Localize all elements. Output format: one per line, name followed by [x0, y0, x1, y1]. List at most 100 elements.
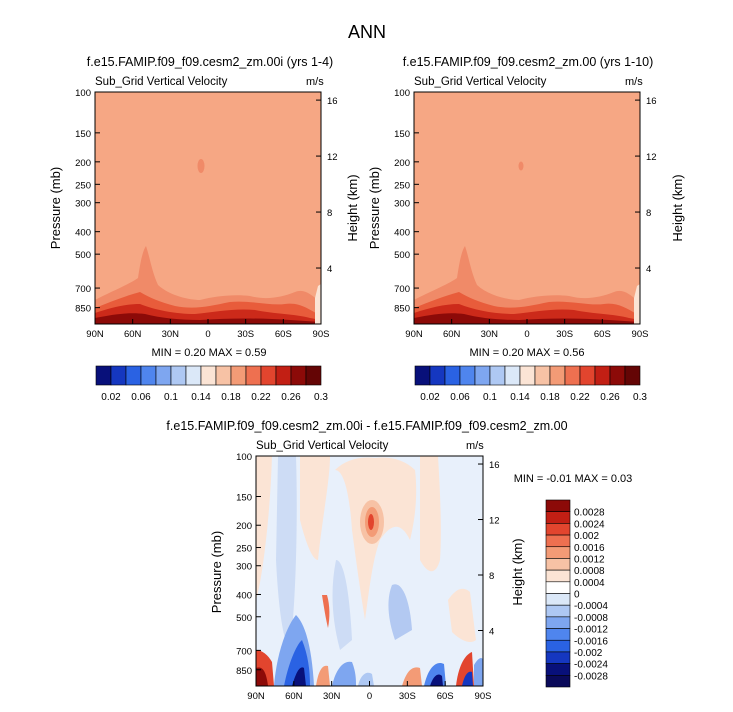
pressure-tick-label: 100: [236, 452, 252, 463]
colorbar-swatch: [564, 365, 581, 386]
colorbar-swatch: [545, 569, 571, 583]
panel-3-lat-ticks: 90N 60N 30N 0 30S 60S 90S: [247, 681, 491, 702]
colorbar-label: 0.0012: [574, 554, 605, 565]
panel-3-blue-a: [276, 456, 297, 650]
colorbar-label: -0.002: [574, 648, 603, 659]
colorbar-swatch: [545, 499, 571, 512]
colorbar-swatch: [489, 365, 506, 386]
panel-2-polar-edge: [634, 284, 640, 324]
panel-2-pressure-ticks: 100 150 200 250 300 400 500 700 850: [394, 88, 419, 315]
colorbar-swatch: [579, 365, 596, 386]
height-tick-label: 8: [489, 571, 494, 582]
panel-2-ylabel-right: Height (km): [670, 174, 685, 241]
height-tick-label: 12: [489, 516, 500, 527]
lat-tick-label: 90N: [405, 329, 423, 340]
colorbar-swatch: [545, 581, 571, 594]
colorbar-label: 0: [574, 590, 580, 601]
colorbar-swatch: [95, 365, 112, 386]
pressure-tick-label: 700: [236, 646, 252, 657]
pressure-tick-label: 100: [394, 88, 410, 99]
colorbar-swatch: [545, 663, 571, 676]
panel-1-layer-d: [95, 313, 321, 324]
panel-3-ylabel-right: Height (km): [510, 538, 525, 605]
colorbar-swatch: [545, 534, 571, 548]
pressure-tick-label: 200: [394, 158, 410, 169]
pressure-tick-label: 400: [394, 228, 410, 239]
pressure-tick-label: 400: [236, 590, 252, 601]
lat-tick-label: 60S: [275, 329, 292, 340]
colorbar-label: 0.22: [251, 392, 271, 403]
colorbar-label: 0.02: [420, 392, 440, 403]
pressure-tick-label: 700: [75, 284, 91, 295]
panel-3-surface-dark-west: [256, 667, 268, 686]
panel-3-surface-blue-g: [430, 674, 443, 686]
panel-3: f.e15.FAMIP.f09_f09.cesm2_zm.00i - f.e15…: [166, 419, 632, 702]
colorbar-swatch: [444, 365, 461, 386]
colorbar-label: 0.26: [281, 392, 301, 403]
pressure-tick-label: 200: [236, 521, 252, 532]
pressure-tick-label: 700: [394, 284, 410, 295]
panel-3-surface-pink: [316, 665, 330, 686]
colorbar-label: 0.3: [633, 392, 647, 403]
colorbar-panel-2: 0.02 0.06 0.1 0.14 0.18 0.22 0.26 0.3: [414, 365, 647, 403]
pressure-tick-label: 150: [394, 129, 410, 140]
colorbar-label: 0.22: [570, 392, 590, 403]
colorbar-swatch: [474, 365, 491, 386]
lat-tick-label: 90S: [313, 329, 330, 340]
pressure-tick-label: 150: [75, 129, 91, 140]
panel-3-height-ticks: 16 12 8 4: [478, 460, 500, 638]
colorbar-swatch: [534, 365, 551, 386]
lat-tick-label: 30S: [556, 329, 573, 340]
pressure-tick-label: 500: [236, 613, 252, 624]
lat-tick-label: 60S: [437, 691, 454, 702]
panel-2-upper-blob: [518, 161, 524, 171]
colorbar-swatch: [170, 365, 187, 386]
lat-tick-label: 30N: [162, 329, 180, 340]
lat-tick-label: 30S: [237, 329, 254, 340]
lat-tick-label: 0: [367, 691, 372, 702]
colorbar-label: 0.18: [221, 392, 241, 403]
colorbar-swatch: [504, 365, 521, 386]
height-tick-label: 16: [489, 460, 500, 471]
pressure-tick-label: 200: [75, 158, 91, 169]
pressure-tick-label: 400: [75, 228, 91, 239]
panel-3-surface-blue-h: [462, 671, 473, 686]
lat-tick-label: 60N: [124, 329, 142, 340]
height-tick-label: 4: [327, 264, 332, 275]
pressure-tick-label: 850: [236, 666, 252, 677]
colorbar-swatch: [125, 365, 142, 386]
colorbar-label: 0.0016: [574, 543, 605, 554]
panel-2-units: m/s: [625, 76, 643, 88]
panel-3-column-30n: [322, 595, 330, 628]
colorbar-swatch: [545, 558, 571, 571]
panel-2-title: f.e15.FAMIP.f09_f09.cesm2_zm.00 (yrs 1-1…: [403, 55, 654, 69]
colorbar-swatch: [545, 628, 571, 641]
colorbar-label: 0.18: [540, 392, 560, 403]
panel-3-surface-blue-c: [292, 667, 306, 686]
colorbar-swatch: [594, 365, 611, 386]
lat-tick-label: 90N: [86, 329, 104, 340]
panel-3-pink-polar: [448, 588, 476, 643]
pressure-tick-label: 300: [75, 199, 91, 210]
colorbar-label: 0.0008: [574, 566, 605, 577]
pressure-tick-label: 500: [75, 250, 91, 261]
height-tick-label: 12: [646, 152, 657, 163]
main-title: ANN: [348, 22, 386, 42]
pressure-tick-label: 500: [394, 250, 410, 261]
colorbar-swatch: [155, 365, 172, 386]
panel-3-surface-blue-i: [474, 657, 483, 686]
panel-1-ylabel-right: Height (km): [345, 174, 360, 241]
height-tick-label: 4: [646, 264, 651, 275]
pressure-tick-label: 850: [75, 304, 91, 315]
height-tick-label: 8: [646, 208, 651, 219]
colorbar-swatch: [459, 365, 476, 386]
lat-tick-label: 30N: [323, 691, 341, 702]
panel-1-lat-ticks: 90N 60N 30N 0 30S 60S 90S: [86, 319, 329, 340]
colorbar-swatch: [519, 365, 536, 386]
colorbar-swatch: [275, 365, 292, 386]
colorbar-swatch: [624, 365, 641, 386]
colorbar-label: -0.0016: [574, 636, 608, 647]
colorbar-swatch: [545, 523, 571, 536]
colorbar-label: 0.0028: [574, 508, 605, 519]
colorbar-swatch: [215, 365, 232, 386]
